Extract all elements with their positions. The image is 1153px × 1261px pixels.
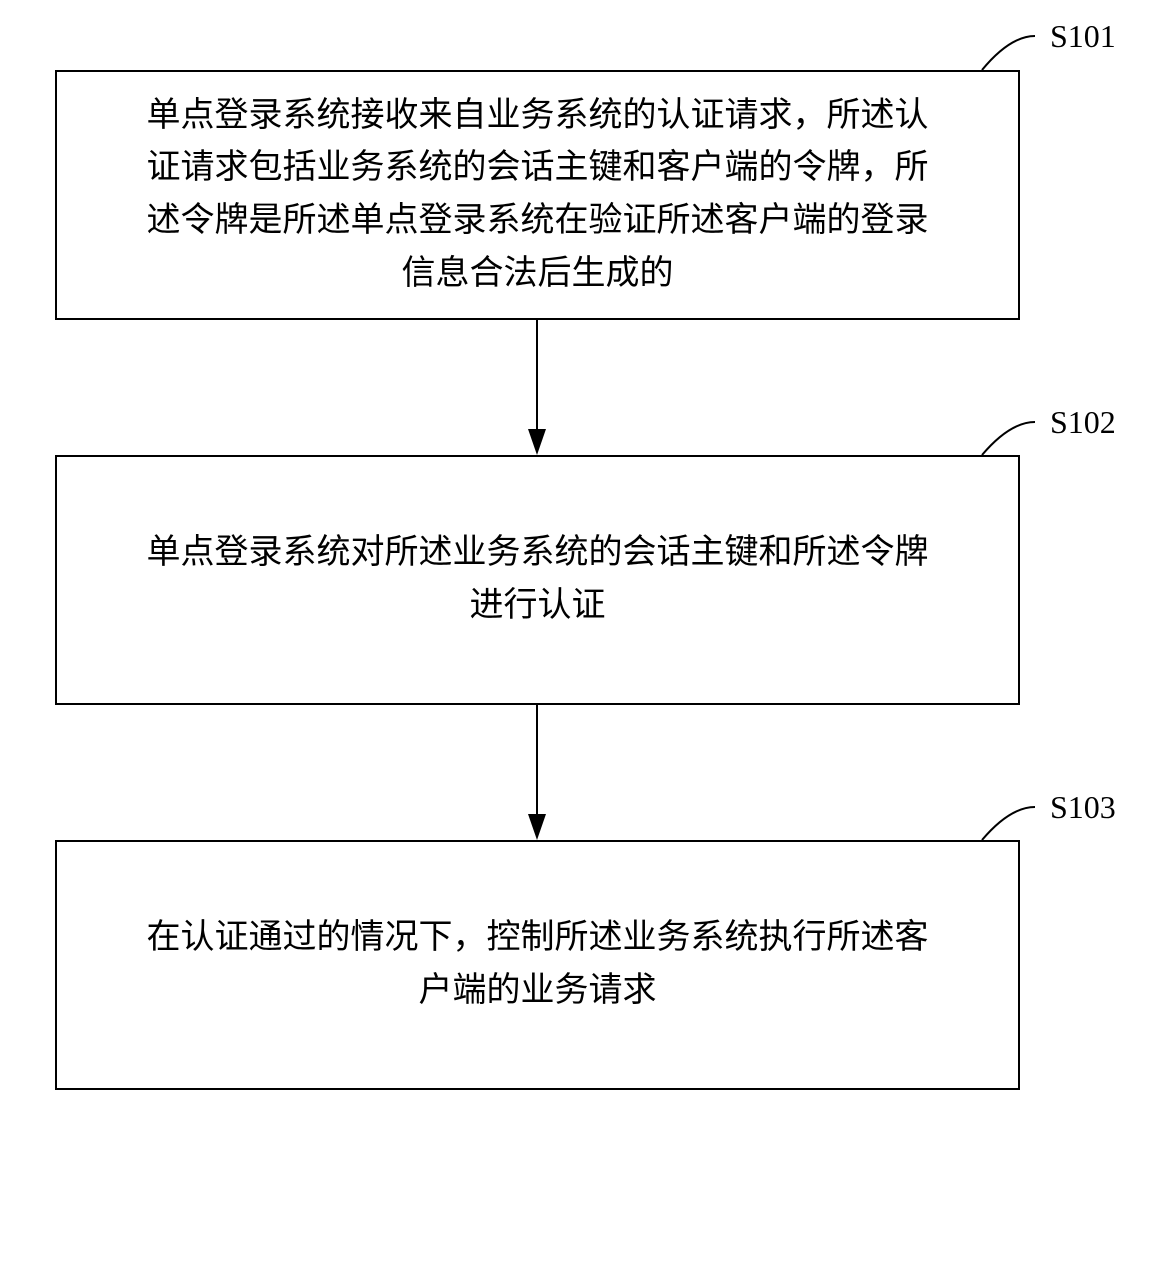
leader-line-s103 (0, 0, 1153, 900)
flow-step-s103-text: 在认证通过的情况下，控制所述业务系统执行所述客 户端的业务请求 (147, 912, 929, 1017)
